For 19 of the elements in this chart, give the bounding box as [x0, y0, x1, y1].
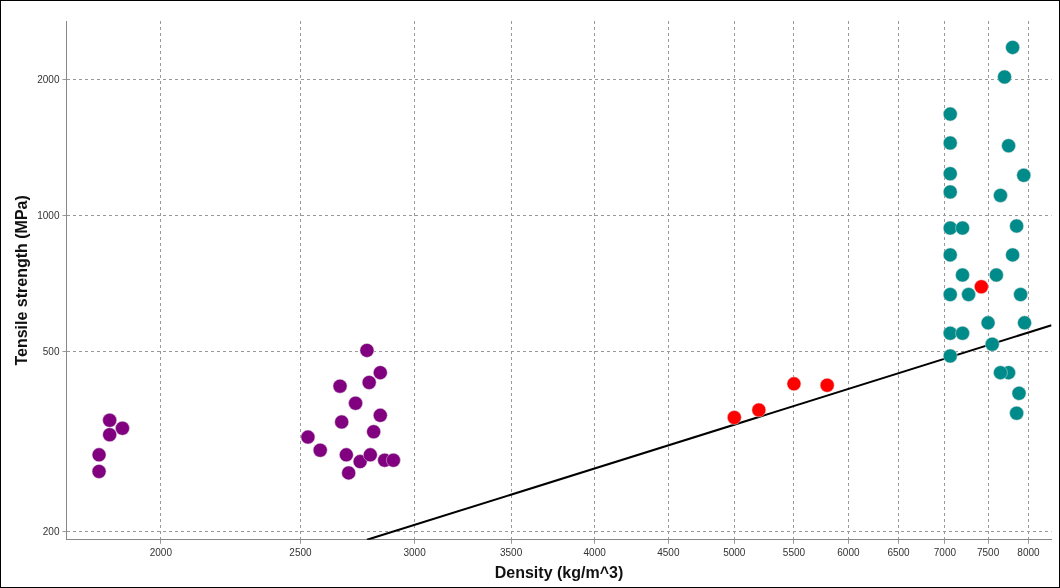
x-tick-label: 2500 — [289, 546, 313, 558]
y-tick-label: 1000 — [37, 209, 60, 221]
y-tick-label: 2000 — [37, 73, 60, 85]
y-tick-label: 200 — [42, 525, 60, 537]
x-tick-label: 3000 — [403, 546, 427, 558]
x-tick-label: 6000 — [837, 546, 860, 558]
x-tick-label: 7500 — [976, 546, 1000, 558]
x-tick-label: 8000 — [1017, 546, 1041, 558]
x-tick-label: 6500 — [887, 546, 911, 558]
x-tick-label: 2000 — [149, 546, 173, 558]
x-tick-label: 5000 — [723, 546, 746, 558]
x-tick-label: 4000 — [583, 546, 607, 558]
x-tick-label: 5500 — [782, 546, 806, 558]
x-tick-label: 3500 — [499, 546, 523, 558]
x-axis-title: Density (kg/m^3) — [494, 563, 624, 581]
y-tick-label: 500 — [42, 345, 60, 357]
x-tick-label: 7000 — [933, 546, 957, 558]
y-axis-title: Tensile strength (MPa) — [13, 195, 31, 366]
x-tick-label: 4500 — [657, 546, 680, 558]
